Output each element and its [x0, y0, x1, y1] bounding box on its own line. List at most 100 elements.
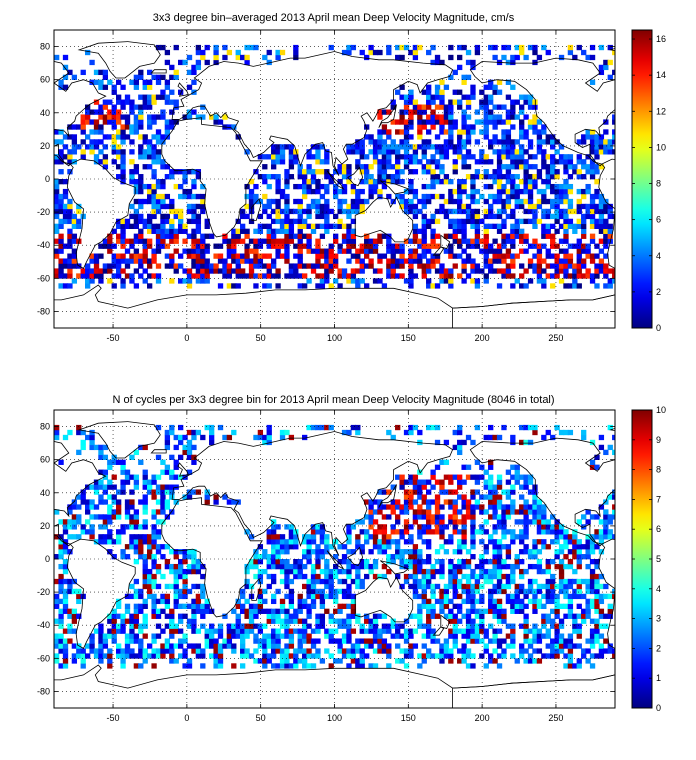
- heatmap-cell: [315, 149, 321, 155]
- heatmap-cell: [390, 144, 396, 150]
- heatmap-cell: [598, 643, 605, 649]
- heatmap-cell: [523, 514, 529, 520]
- heatmap-cell: [191, 233, 197, 239]
- heatmap-cell: [563, 268, 569, 274]
- heatmap-cell: [381, 504, 388, 510]
- heatmap-cell: [346, 273, 352, 279]
- heatmap-cell: [191, 598, 197, 605]
- heatmap-cell: [403, 129, 410, 135]
- heatmap-cell: [585, 188, 591, 195]
- heatmap-cell: [470, 258, 476, 264]
- heatmap-cell: [124, 273, 131, 279]
- y-tick-label: 40: [40, 488, 50, 498]
- x-tick-label: 100: [327, 713, 342, 723]
- heatmap-cell: [377, 633, 383, 639]
- heatmap-cell: [271, 638, 277, 644]
- heatmap-cell: [204, 44, 210, 51]
- heatmap-cell: [470, 554, 476, 560]
- heatmap-cell: [279, 218, 286, 225]
- heatmap-cell: [448, 129, 454, 135]
- heatmap-cell: [341, 208, 348, 215]
- heatmap-cell: [328, 544, 334, 550]
- heatmap-cell: [554, 593, 560, 600]
- heatmap-cell: [523, 164, 529, 170]
- heatmap-cell: [514, 164, 520, 170]
- heatmap-cell: [191, 623, 197, 629]
- heatmap-cell: [381, 233, 388, 239]
- heatmap-cell: [417, 479, 423, 485]
- heatmap-cell: [324, 583, 330, 590]
- heatmap-cell: [182, 238, 188, 244]
- heatmap-cell: [297, 248, 303, 254]
- heatmap-cell: [240, 633, 246, 639]
- heatmap-cell: [607, 608, 613, 614]
- heatmap-cell: [359, 519, 365, 525]
- heatmap-cell: [116, 539, 122, 545]
- heatmap-cell: [111, 484, 117, 490]
- heatmap-cell: [71, 258, 78, 264]
- heatmap-cell: [288, 643, 295, 649]
- heatmap-cell: [390, 499, 396, 505]
- heatmap-cell: [302, 618, 308, 624]
- heatmap-cell: [501, 573, 507, 580]
- heatmap-cell: [54, 253, 60, 259]
- heatmap-cell: [191, 179, 197, 185]
- heatmap-cell: [479, 494, 485, 500]
- heatmap-cell: [306, 539, 312, 545]
- heatmap-cell: [554, 563, 560, 570]
- heatmap-cell: [310, 188, 317, 195]
- heatmap-cell: [510, 628, 516, 634]
- heatmap-cell: [142, 154, 148, 160]
- heatmap-cell: [262, 588, 268, 595]
- heatmap-cell: [142, 198, 148, 205]
- heatmap-cell: [182, 549, 188, 555]
- heatmap-cell: [612, 69, 615, 76]
- heatmap-cell: [293, 268, 299, 274]
- heatmap-cell: [488, 559, 494, 565]
- heatmap-cell: [71, 139, 78, 145]
- heatmap-cell: [275, 643, 281, 649]
- heatmap-cell: [390, 104, 396, 110]
- heatmap-cell: [589, 149, 596, 155]
- heatmap-cell: [124, 499, 131, 505]
- heatmap-cell: [147, 139, 153, 145]
- heatmap-cell: [421, 494, 427, 500]
- heatmap-cell: [532, 578, 538, 585]
- heatmap-cell: [288, 524, 295, 530]
- heatmap-cell: [279, 648, 286, 654]
- heatmap-cell: [483, 663, 489, 669]
- coastline: [251, 198, 262, 221]
- heatmap-cell: [341, 559, 348, 565]
- heatmap-cell: [89, 59, 95, 66]
- heatmap-cell: [346, 213, 352, 220]
- heatmap-cell: [496, 519, 503, 525]
- heatmap-cell: [288, 154, 295, 160]
- heatmap-cell: [195, 248, 202, 254]
- heatmap-cell: [372, 139, 379, 145]
- heatmap-cell: [514, 198, 520, 205]
- heatmap-cell: [426, 268, 432, 274]
- heatmap-cell: [412, 99, 419, 105]
- heatmap-cell: [359, 648, 365, 654]
- heatmap-cell: [372, 268, 379, 274]
- heatmap-cell: [403, 489, 410, 495]
- heatmap-cell: [160, 94, 166, 100]
- heatmap-cell: [293, 613, 299, 619]
- heatmap-cell: [288, 598, 295, 605]
- heatmap-cell: [390, 273, 396, 279]
- heatmap-cell: [443, 149, 450, 155]
- heatmap-cell: [324, 258, 330, 264]
- heatmap-cell: [510, 124, 516, 130]
- heatmap-cell: [412, 568, 419, 575]
- heatmap-cell: [457, 243, 463, 249]
- heatmap-cell: [457, 583, 463, 590]
- heatmap-cell: [288, 149, 295, 155]
- heatmap-cell: [541, 159, 547, 165]
- heatmap-cell: [594, 154, 600, 160]
- heatmap-cell: [527, 554, 534, 560]
- heatmap-cell: [155, 129, 162, 135]
- heatmap-cell: [421, 578, 427, 585]
- heatmap-cell: [492, 588, 498, 595]
- heatmap-cell: [226, 243, 233, 249]
- heatmap-cell: [182, 193, 188, 200]
